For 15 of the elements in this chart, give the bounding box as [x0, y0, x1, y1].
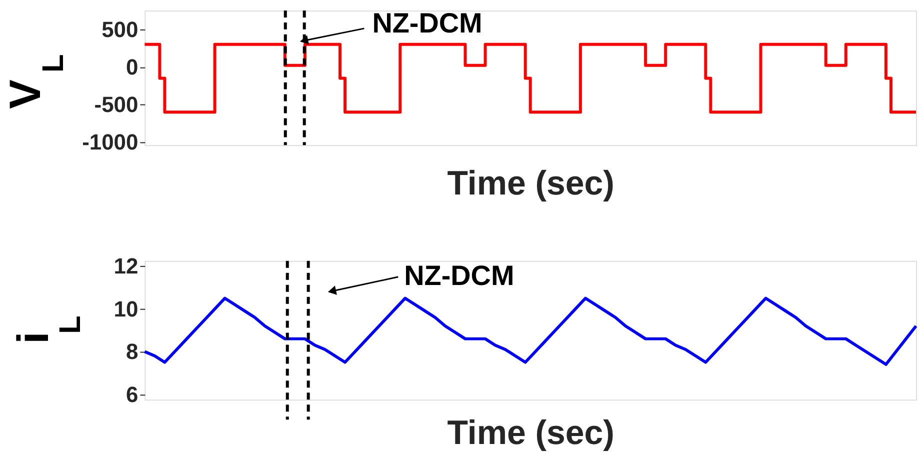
y-tick-label: -500	[94, 92, 138, 118]
x-axis-title: Time (sec)	[447, 164, 614, 203]
y-tick-label: 500	[102, 16, 138, 42]
y-axis-title: VL	[0, 54, 70, 109]
y-tick-label: 10	[114, 296, 138, 322]
y-tick-label: 8	[126, 339, 138, 364]
x-axis-title: Time (sec)	[447, 414, 614, 452]
line-series	[143, 296, 918, 366]
y-tick-label: -1000	[82, 130, 138, 155]
y-tick-label: 0	[126, 54, 138, 80]
y-tick-label: 6	[126, 382, 138, 407]
annotation: NZ-DCM	[404, 260, 514, 291]
annotation: NZ-DCM	[372, 7, 482, 38]
y-tick-label: 12	[114, 254, 138, 279]
y-axis-title: iL	[8, 316, 87, 344]
